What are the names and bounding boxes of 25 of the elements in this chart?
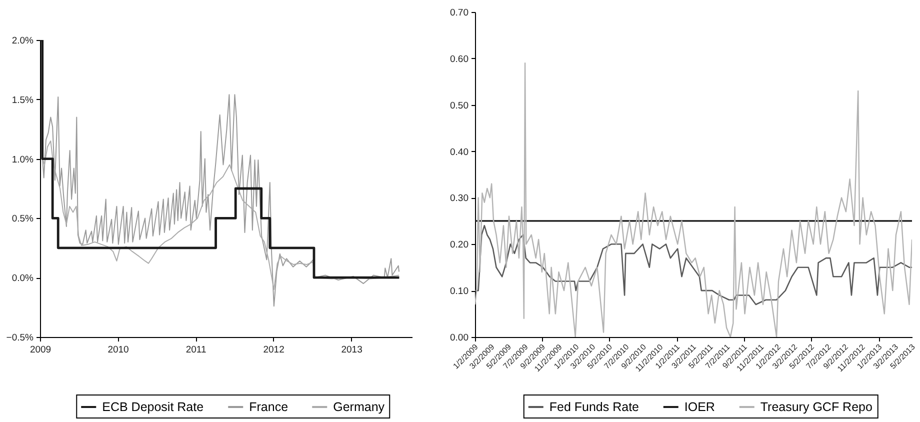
y-tick-label: 0.00	[450, 332, 468, 344]
legend-label: Fed Funds Rate	[549, 400, 640, 414]
y-tick-label: 1.5%	[12, 94, 34, 106]
x-tick-label: 2013	[341, 344, 362, 356]
x-tick-label: 2011	[186, 344, 206, 356]
y-tick-label: 0.70	[450, 8, 468, 18]
legend-label: France	[249, 400, 288, 414]
y-tick-label: 0.5%	[12, 214, 34, 225]
legend-label: ECB Deposit Rate	[102, 400, 204, 414]
x-tick-label: 2010	[108, 344, 129, 356]
y-tick-label: 0.20	[450, 240, 468, 251]
y-tick-label: 0.60	[450, 54, 468, 65]
y-tick-label: 0.40	[450, 146, 468, 158]
x-tick-label: 2009	[30, 344, 52, 356]
y-tick-label: −0.5%	[6, 332, 34, 344]
legend-label: Germany	[333, 400, 386, 414]
y-tick-label: 0.10	[450, 286, 468, 298]
legend-label: Treasury GCF Repo	[760, 400, 872, 414]
y-tick-label: 0.0%	[12, 273, 34, 284]
y-tick-label: 1.0%	[12, 154, 34, 166]
legend-label: IOER	[684, 400, 715, 414]
y-tick-label: 2.0%	[12, 36, 34, 46]
y-tick-label: 0.50	[450, 100, 468, 112]
x-tick-label: 2012	[263, 344, 284, 356]
y-tick-label: 0.30	[450, 193, 468, 204]
